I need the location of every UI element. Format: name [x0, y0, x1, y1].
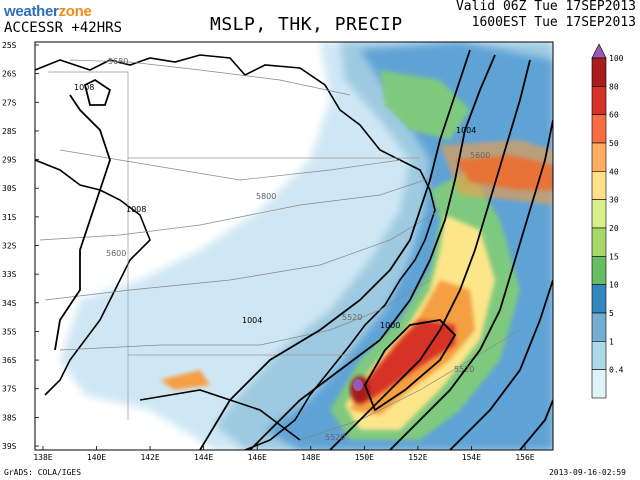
colorbar-labels: 100 80 60 50 40 30 20 15 10 5 1 0.4 — [609, 54, 624, 375]
colorbar-segment — [591, 142, 607, 172]
thickness-label: 5680 — [108, 57, 128, 66]
colorbar-label: 30 — [609, 196, 619, 205]
thickness-label: 5520 — [325, 433, 345, 442]
colorbar-segment — [591, 114, 607, 144]
colorbar-segment — [591, 199, 607, 229]
state-borders — [48, 71, 420, 420]
thickness-label: 5600 — [470, 151, 490, 160]
weatherzone-logo: weatherzone — [4, 3, 92, 20]
latitude-label: 30S — [2, 184, 17, 193]
latitude-label: 27S — [2, 98, 17, 107]
contour-labels: 1008 1008 1004 1004 1000 5680 5800 5600 … — [74, 57, 490, 442]
colorbar-segment — [591, 57, 607, 87]
generation-timestamp: 2013-09-16-02:59 — [548, 468, 626, 477]
latitude-label: 38S — [2, 413, 17, 422]
logo-text-zone: zone — [58, 3, 92, 20]
longitude-label: 150E — [355, 453, 374, 462]
isobar-label: 1004 — [456, 126, 476, 135]
colorbar-label: 60 — [609, 111, 619, 120]
latitude-label: 35S — [2, 327, 17, 336]
thickness-label: 5800 — [256, 192, 276, 201]
isobar-label: 1004 — [242, 316, 262, 325]
valid-time-utc: Valid 06Z Tue 17SEP2013 — [455, 0, 636, 14]
colorbar-label: 100 — [609, 54, 624, 63]
colorbar-label: 15 — [609, 252, 619, 261]
latitude-label: 26S — [2, 70, 17, 79]
colorbar-top-arrow — [591, 43, 607, 59]
colorbar-boxes — [591, 43, 607, 399]
precip-north-green-patch — [380, 70, 470, 140]
longitude-label: 148E — [301, 453, 320, 462]
map-title: MSLP, THK, PRECIP — [210, 14, 403, 35]
latitude-label: 34S — [2, 299, 17, 308]
precip-northeast-orange-band — [440, 140, 553, 205]
colorbar-segment — [591, 284, 607, 314]
latitude-label: 39S — [2, 442, 17, 451]
precip-band-purple — [353, 379, 363, 391]
colorbar-label: 20 — [609, 224, 619, 233]
latitude-label: 32S — [2, 242, 17, 251]
longitude-axis: 138E 140E 142E 144E 146E 148E 150E 152E 154E 156E — [33, 446, 535, 462]
colorbar-label: 50 — [609, 139, 619, 148]
longitude-label: 140E — [87, 453, 106, 462]
colorbar-segment — [591, 369, 607, 399]
longitude-label: 138E — [33, 453, 52, 462]
colorbar-label: 0.4 — [609, 366, 624, 375]
logo-text-weather: weather — [4, 3, 59, 20]
longitude-label: 154E — [462, 453, 481, 462]
colorbar-segment — [591, 341, 607, 370]
latitude-label: 28S — [2, 127, 17, 136]
longitude-label: 146E — [248, 453, 267, 462]
colorbar-label: 40 — [609, 167, 619, 176]
precip-west-patch — [160, 370, 210, 390]
model-run-label: ACCESSR +42HRS — [4, 20, 123, 36]
valid-time-local: 1600EST Tue 17SEP2013 — [471, 15, 636, 30]
colorbar-label: 80 — [609, 82, 619, 91]
colorbar-label: 10 — [609, 281, 619, 290]
isobar-label: 1008 — [126, 205, 146, 214]
thickness-label: 5520 — [342, 313, 362, 322]
isobar-label: 1008 — [74, 83, 94, 92]
colorbar-segment — [591, 256, 607, 285]
latitude-label: 31S — [2, 213, 17, 222]
precip-band-red — [355, 320, 455, 400]
thickness-label: 5520 — [454, 365, 474, 374]
thickness-contours — [39, 59, 521, 441]
latitude-label: 33S — [2, 270, 17, 279]
colorbar-segment — [591, 227, 607, 257]
valid-time-block: Valid 06Z Tue 17SEP2013 1600EST Tue 17SE… — [456, 0, 636, 31]
latitude-label: 25S — [2, 41, 17, 50]
colorbar-segment — [591, 171, 607, 200]
map-frame — [34, 41, 554, 451]
latitude-label: 37S — [2, 385, 17, 394]
colorbar-segment — [591, 312, 607, 342]
longitude-label: 144E — [194, 453, 213, 462]
colorbar-label: 5 — [609, 309, 614, 318]
grads-credit: GrADS: COLA/IGES — [4, 468, 82, 477]
latitude-axis: 25S 26S 27S 28S 29S 30S 31S 32S 33S 34S 35S 36S 37S 3… — [2, 41, 39, 451]
longitude-label: 142E — [140, 453, 159, 462]
longitude-label: 152E — [408, 453, 427, 462]
latitude-label: 29S — [2, 156, 17, 165]
colorbar-segment — [591, 86, 607, 115]
latitude-label: 36S — [2, 356, 17, 365]
colorbar-label: 1 — [609, 337, 614, 346]
longitude-label: 156E — [515, 453, 534, 462]
isobars — [54, 49, 553, 450]
thickness-label: 5600 — [106, 249, 126, 258]
isobar-label: 1000 — [380, 321, 400, 330]
